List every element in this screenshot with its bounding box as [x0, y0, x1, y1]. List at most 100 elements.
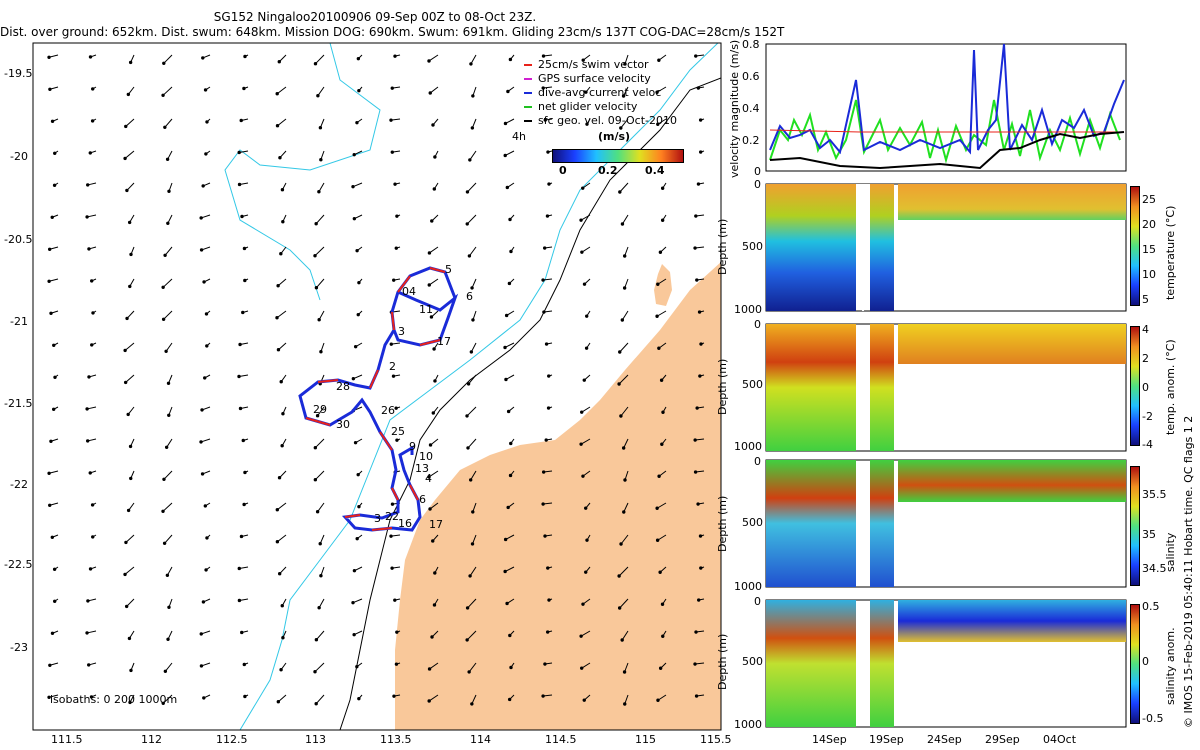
vector-field [47, 54, 705, 706]
map-cbar-label: (m/s) [598, 130, 631, 143]
vector-head [164, 445, 169, 450]
vector-head [313, 61, 318, 66]
vector-head [125, 188, 129, 193]
cbar-label: salinity anom. [1164, 627, 1177, 705]
vector-arrow [314, 246, 325, 257]
track-label: 26 [381, 404, 395, 417]
vector-head [200, 408, 204, 412]
lon-tick: 115 [635, 733, 656, 746]
vector-head [465, 414, 469, 418]
vector-head [465, 222, 469, 226]
vector-head [657, 346, 661, 350]
vector-head [618, 190, 622, 194]
vector-head [281, 412, 285, 416]
track-label: 13 [415, 462, 429, 475]
vector-head [395, 630, 399, 634]
vector-head [126, 508, 131, 513]
vector-head [204, 568, 208, 572]
vector-head [47, 695, 51, 699]
vector-head [356, 312, 360, 317]
track-label: 4 [425, 472, 432, 485]
vector-head [544, 342, 549, 346]
vector-head [541, 470, 546, 474]
vector-head [395, 438, 399, 442]
lon-tick: 112.5 [216, 733, 248, 746]
vector-head [313, 253, 317, 258]
vector-head [579, 634, 583, 638]
cbar-tick: -0.5 [1142, 712, 1164, 725]
lat-tick: -21.5 [4, 397, 33, 410]
vel-ytick: 0.2 [742, 134, 760, 147]
vector-head [579, 442, 583, 446]
vector-head [49, 311, 53, 315]
vector-head [432, 347, 436, 351]
vector-arrow [468, 246, 477, 257]
vector-head [470, 542, 475, 546]
vector-head [279, 380, 283, 384]
vector-head [503, 537, 508, 542]
vector-head [238, 342, 242, 347]
vector-head [394, 662, 399, 666]
vector-arrow [656, 310, 667, 317]
vector-head [351, 600, 355, 605]
vel-ytick: 0.4 [742, 102, 760, 115]
vector-head [357, 88, 361, 93]
vector-head [657, 58, 661, 62]
vector-head [581, 58, 585, 62]
track-label: 30 [336, 418, 350, 431]
vector-arrow [124, 342, 135, 351]
vector-head [199, 248, 204, 252]
vector-head [124, 124, 128, 129]
vector-head [277, 476, 282, 480]
vector-head [698, 118, 703, 122]
depth-ytick: 1000 [734, 440, 762, 453]
legend-item: dive-avg current veloc [524, 86, 677, 100]
vector-head [318, 125, 323, 130]
vector-arrow [580, 630, 591, 637]
vector-head [506, 409, 511, 414]
vector-head [541, 502, 545, 506]
vector-head [50, 215, 54, 219]
vector-head [547, 374, 551, 378]
vector-head [123, 348, 127, 353]
vector-head [697, 310, 702, 314]
vector-head [202, 696, 206, 700]
vector-head [655, 506, 659, 510]
vector-head [508, 57, 513, 62]
vector-head [162, 541, 167, 546]
vector-head [162, 61, 166, 66]
vector-arrow [163, 470, 173, 480]
cbar-tick: 0 [1142, 381, 1149, 394]
vector-head [48, 663, 52, 667]
vector-head [201, 56, 205, 60]
depth-ytick: 1000 [734, 718, 762, 731]
vector-head [315, 509, 320, 514]
vector-head [90, 503, 95, 507]
vector-head [239, 118, 243, 123]
vector-head [280, 444, 284, 448]
vector-head [467, 670, 471, 674]
vector-head [508, 473, 513, 478]
vector-head [505, 185, 510, 190]
track-label: 17 [437, 335, 451, 348]
vector-head [88, 471, 92, 475]
vector-head [357, 696, 361, 701]
vector-arrow [316, 278, 325, 289]
depth-ylabel: Depth (m) [716, 495, 729, 552]
vector-head [656, 282, 660, 286]
vel-ytick: 0 [754, 165, 761, 178]
vector-head [390, 566, 394, 570]
vector-head [582, 378, 586, 382]
vector-head [50, 119, 55, 123]
vector-head [313, 669, 317, 674]
depth-ytick: 500 [742, 655, 763, 668]
vector-head [389, 118, 393, 122]
vector-head [622, 286, 627, 290]
vector-head [353, 344, 358, 349]
isobath-1000 [339, 77, 721, 730]
vector-head [167, 413, 171, 418]
vector-head [315, 413, 320, 418]
vector-head [357, 280, 361, 285]
vector-head [355, 120, 359, 125]
vector-head [128, 60, 133, 65]
